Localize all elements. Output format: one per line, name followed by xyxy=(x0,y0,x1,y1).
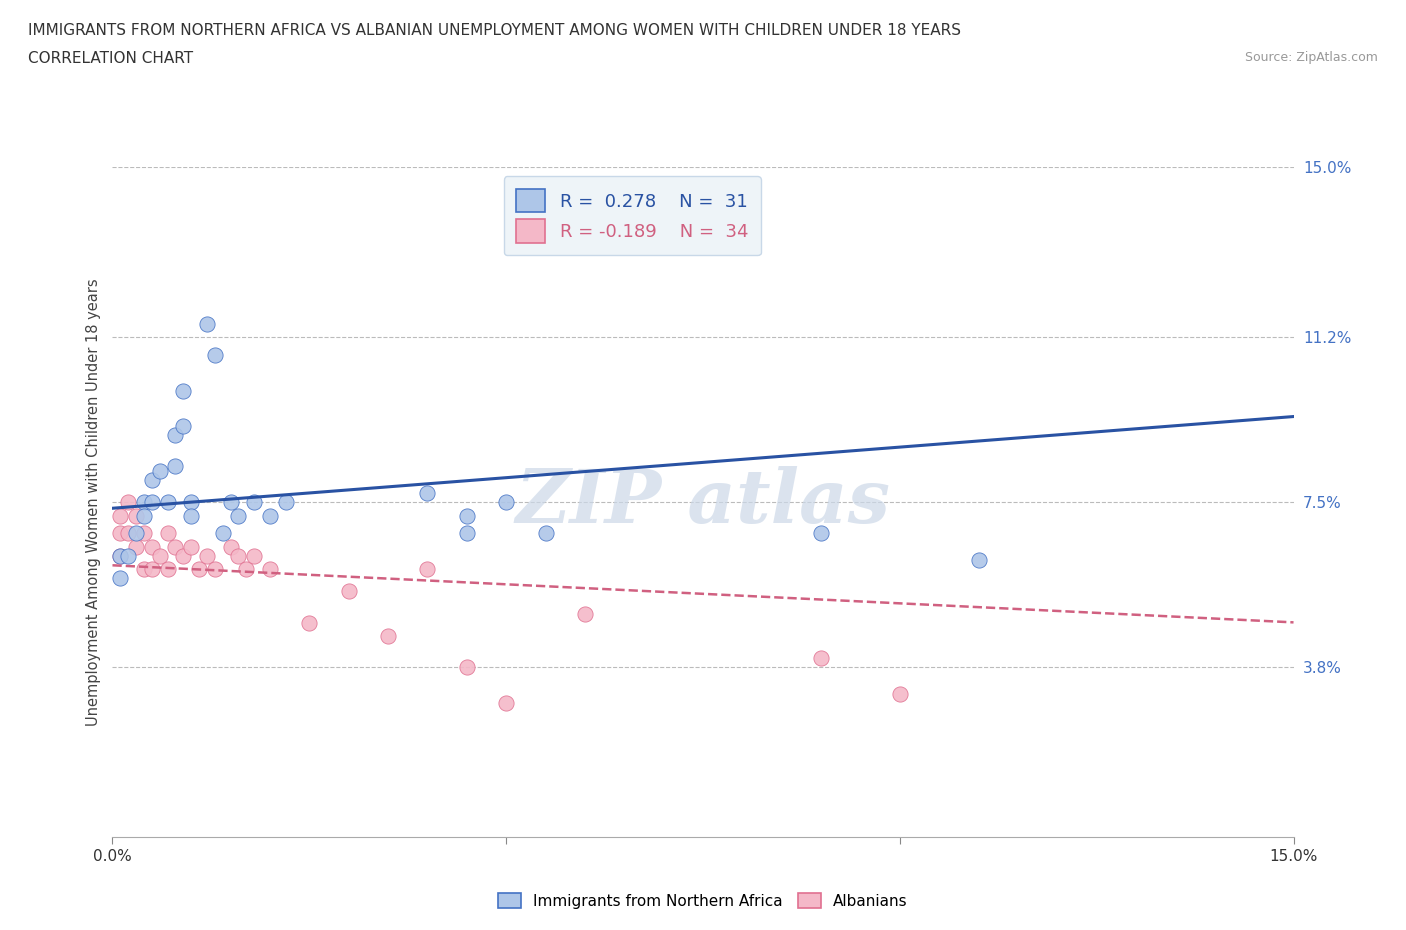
Point xyxy=(132,562,155,577)
Point xyxy=(416,485,439,500)
Point xyxy=(132,495,155,510)
Point xyxy=(243,495,266,510)
Point xyxy=(889,686,911,701)
Point xyxy=(149,549,172,564)
Text: IMMIGRANTS FROM NORTHERN AFRICA VS ALBANIAN UNEMPLOYMENT AMONG WOMEN WITH CHILDR: IMMIGRANTS FROM NORTHERN AFRICA VS ALBAN… xyxy=(28,23,962,38)
Point xyxy=(141,495,163,510)
Point xyxy=(149,463,172,478)
Point xyxy=(456,508,478,523)
Point xyxy=(172,383,194,398)
Point xyxy=(243,549,266,564)
Point xyxy=(495,495,517,510)
Point xyxy=(172,418,194,433)
Point xyxy=(219,495,242,510)
Point xyxy=(132,526,155,541)
Point xyxy=(274,495,297,510)
Point xyxy=(416,562,439,577)
Point xyxy=(110,508,132,523)
Point xyxy=(117,495,139,510)
Point xyxy=(228,508,250,523)
Point xyxy=(456,660,478,675)
Point xyxy=(219,539,242,554)
Point xyxy=(967,552,990,567)
Point xyxy=(228,549,250,564)
Point xyxy=(204,562,226,577)
Text: Source: ZipAtlas.com: Source: ZipAtlas.com xyxy=(1244,51,1378,64)
Legend: Immigrants from Northern Africa, Albanians: Immigrants from Northern Africa, Albania… xyxy=(491,885,915,916)
Point xyxy=(204,348,226,363)
Point xyxy=(298,616,321,631)
Point xyxy=(125,539,148,554)
Point xyxy=(110,549,132,564)
Point xyxy=(180,539,202,554)
Point xyxy=(172,549,194,564)
Point xyxy=(117,549,139,564)
Point xyxy=(125,508,148,523)
Point xyxy=(132,508,155,523)
Point xyxy=(141,562,163,577)
Point xyxy=(377,629,399,644)
Point xyxy=(180,495,202,510)
Point xyxy=(156,562,179,577)
Point xyxy=(141,539,163,554)
Point xyxy=(110,549,132,564)
Text: ZIP atlas: ZIP atlas xyxy=(516,466,890,538)
Point xyxy=(125,526,148,541)
Point xyxy=(110,571,132,586)
Point xyxy=(810,651,832,666)
Point xyxy=(188,562,211,577)
Point xyxy=(259,508,281,523)
Point xyxy=(117,526,139,541)
Point xyxy=(110,526,132,541)
Point xyxy=(235,562,257,577)
Point xyxy=(337,584,360,599)
Y-axis label: Unemployment Among Women with Children Under 18 years: Unemployment Among Women with Children U… xyxy=(86,278,101,726)
Point xyxy=(574,606,596,621)
Point xyxy=(165,459,187,474)
Point xyxy=(195,316,218,331)
Text: CORRELATION CHART: CORRELATION CHART xyxy=(28,51,193,66)
Point xyxy=(534,526,557,541)
Point xyxy=(195,549,218,564)
Point xyxy=(810,526,832,541)
Point xyxy=(156,495,179,510)
Point xyxy=(180,508,202,523)
Point xyxy=(456,526,478,541)
Point xyxy=(165,428,187,443)
Point xyxy=(156,526,179,541)
Point xyxy=(211,526,233,541)
Point xyxy=(495,696,517,711)
Point xyxy=(165,539,187,554)
Point xyxy=(141,472,163,487)
Point xyxy=(259,562,281,577)
